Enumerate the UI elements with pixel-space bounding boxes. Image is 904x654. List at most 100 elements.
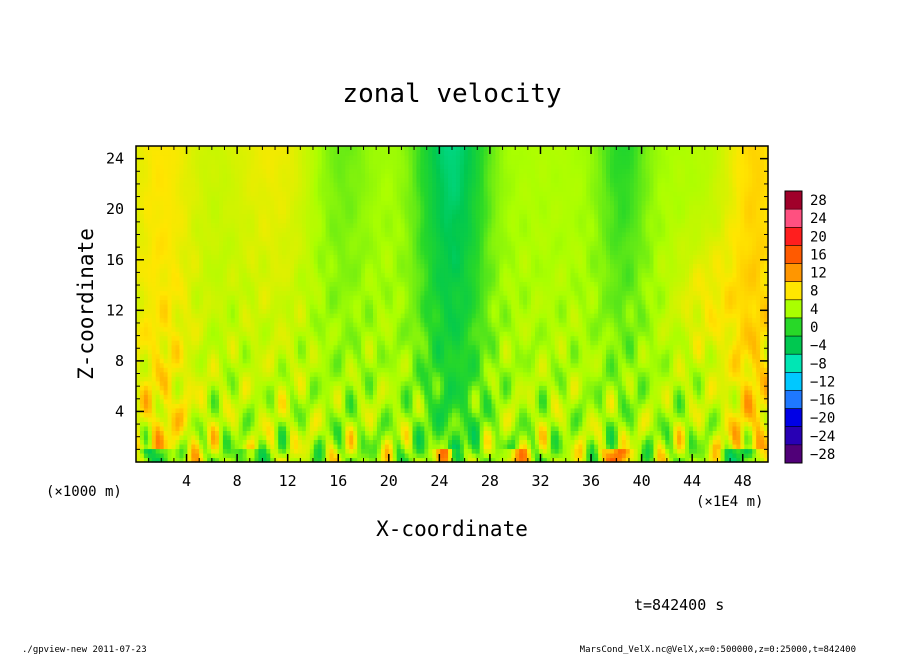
heatmap-cell xyxy=(416,457,421,463)
heatmap-cell xyxy=(321,371,327,377)
heatmap-cell xyxy=(455,385,461,391)
heatmap-cell xyxy=(230,416,236,422)
heatmap-cell xyxy=(736,367,741,373)
heatmap-cell xyxy=(669,322,674,328)
heatmap-cell xyxy=(621,385,627,391)
heatmap-cell xyxy=(613,371,619,377)
heatmap-cell xyxy=(246,331,252,337)
heatmap-cell xyxy=(337,362,342,368)
heatmap-cell xyxy=(139,380,145,386)
heatmap-cell xyxy=(487,353,493,359)
heatmap-cell xyxy=(250,407,256,413)
heatmap-cell xyxy=(467,349,473,355)
heatmap-cell xyxy=(752,376,757,382)
heatmap-cell xyxy=(661,322,666,328)
heatmap-cell xyxy=(420,326,425,332)
heatmap-cell xyxy=(337,398,342,404)
heatmap-cell xyxy=(171,340,177,346)
heatmap-cell xyxy=(380,448,386,454)
heatmap-cell xyxy=(459,439,465,445)
heatmap-cell xyxy=(286,380,291,386)
heatmap-cell xyxy=(720,403,726,409)
heatmap-cell xyxy=(633,389,639,395)
heatmap-cell xyxy=(250,430,256,436)
heatmap-cell xyxy=(203,403,208,409)
heatmap-cell xyxy=(199,398,204,404)
heatmap-cell xyxy=(226,322,232,328)
heatmap-cell xyxy=(546,322,552,328)
heatmap-cell xyxy=(637,376,643,382)
heatmap-cell xyxy=(637,421,643,427)
heatmap-cell xyxy=(282,385,287,391)
heatmap-cell xyxy=(452,380,457,386)
heatmap-cell xyxy=(673,434,678,441)
heatmap-cell xyxy=(258,448,263,454)
heatmap-cell xyxy=(337,412,342,418)
heatmap-cell xyxy=(278,407,283,413)
heatmap-cell xyxy=(756,371,761,377)
heatmap-cell xyxy=(681,358,686,364)
heatmap-cell xyxy=(309,457,315,463)
heatmap-cell xyxy=(720,353,726,359)
heatmap-cell xyxy=(594,358,599,364)
heatmap-cell xyxy=(448,443,453,450)
heatmap-cell xyxy=(527,421,532,427)
heatmap-cell xyxy=(586,362,591,368)
heatmap-cell xyxy=(384,322,390,328)
heatmap-cell xyxy=(218,412,224,418)
heatmap-cell xyxy=(250,448,256,454)
heatmap-cell xyxy=(416,452,421,459)
heatmap-cell xyxy=(633,322,639,328)
heatmap-cell xyxy=(207,416,212,422)
heatmap-cell xyxy=(720,335,726,341)
heatmap-cell xyxy=(301,322,307,328)
heatmap-cell xyxy=(175,349,181,355)
heatmap-cell xyxy=(582,376,587,382)
heatmap-cell xyxy=(274,398,279,404)
heatmap-cell xyxy=(420,394,425,400)
heatmap-cell xyxy=(139,322,145,328)
heatmap-cell xyxy=(270,326,275,332)
heatmap-cell xyxy=(388,376,394,382)
heatmap-cell xyxy=(633,452,639,459)
heatmap-cell xyxy=(712,322,718,328)
heatmap-cell xyxy=(167,340,173,346)
heatmap-cell xyxy=(444,331,449,337)
heatmap-cell xyxy=(404,344,410,350)
heatmap-cell xyxy=(254,403,260,409)
heatmap-cell xyxy=(531,452,536,459)
heatmap-cell xyxy=(305,353,311,359)
heatmap-cell xyxy=(523,335,528,341)
heatmap-cell xyxy=(570,349,576,355)
heatmap-cell xyxy=(728,403,734,409)
heatmap-cell xyxy=(297,358,303,364)
heatmap-cell xyxy=(483,416,489,422)
heatmap-cell xyxy=(491,371,497,377)
heatmap-cell xyxy=(606,398,611,404)
heatmap-cell xyxy=(744,389,749,395)
heatmap-cell xyxy=(428,349,433,355)
heatmap-cell xyxy=(507,425,512,431)
heatmap-cell xyxy=(649,367,655,373)
heatmap-cell xyxy=(365,358,370,364)
heatmap-cell xyxy=(566,353,572,359)
heatmap-cell xyxy=(167,362,173,368)
heatmap-cell xyxy=(159,367,165,373)
heatmap-cell xyxy=(353,367,358,373)
heatmap-cell xyxy=(566,358,572,364)
heatmap-cell xyxy=(436,407,441,413)
heatmap-cell xyxy=(471,331,477,337)
heatmap-cell xyxy=(440,403,445,409)
heatmap-cell xyxy=(139,421,145,427)
heatmap-cell xyxy=(136,380,141,386)
heatmap-cell xyxy=(665,430,670,436)
heatmap-cell xyxy=(546,371,552,377)
heatmap-cell xyxy=(211,376,216,382)
heatmap-cell xyxy=(333,358,339,364)
heatmap-cell xyxy=(617,412,623,418)
heatmap-cell xyxy=(491,331,497,337)
heatmap-cell xyxy=(294,362,299,368)
heatmap-cell xyxy=(400,362,406,368)
heatmap-cell xyxy=(361,367,366,373)
heatmap-cell xyxy=(657,389,662,395)
